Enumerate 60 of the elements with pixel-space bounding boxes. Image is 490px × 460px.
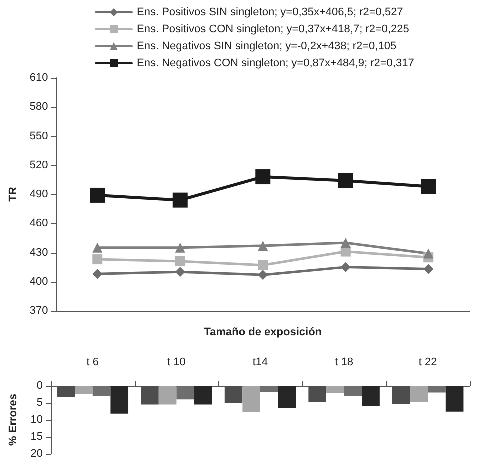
x-tick-label: t 18 [335, 356, 354, 368]
y-tick-label: 550 [30, 130, 48, 142]
point [424, 264, 434, 274]
bar [344, 386, 362, 396]
point [340, 262, 351, 272]
x-tick-label: t 22 [418, 356, 438, 368]
x-tick-label: t 10 [168, 356, 186, 368]
point [175, 242, 186, 253]
bar [110, 386, 129, 414]
point [92, 242, 103, 253]
point [90, 188, 106, 203]
bar [194, 386, 212, 405]
point [92, 254, 103, 265]
point [175, 267, 186, 278]
y-tick-label: 400 [30, 276, 48, 288]
bar [242, 386, 260, 413]
point [424, 248, 434, 259]
bar [326, 386, 344, 394]
bar [410, 386, 428, 402]
y-axis-title: % Errores [8, 394, 20, 446]
x-axis-title: Tamaño de exposición [204, 326, 322, 338]
bar [75, 386, 93, 394]
point [258, 240, 268, 251]
bar [278, 386, 296, 408]
point [258, 270, 268, 280]
x-tick-label: t 6 [86, 356, 100, 368]
y-tick-label: 370 [30, 305, 48, 317]
point [340, 246, 351, 257]
legend-label: Ens. Negativos CON singleton; y=0,87x+484,9; r2=0,317 [137, 58, 414, 70]
y-tick-label: 10 [30, 414, 43, 426]
y-tick-label: 430 [30, 246, 48, 259]
bar [446, 386, 464, 412]
y-tick-label: 490 [30, 188, 48, 200]
y-tick-label: 15 [30, 431, 43, 443]
legend-label: Ens. Positivos CON singleton; y=0,37x+418,7; r2=0,225 [137, 24, 410, 36]
point [338, 173, 354, 188]
y-axis-title: TR [8, 187, 20, 202]
point [92, 269, 103, 280]
y-tick-label: 520 [30, 159, 48, 172]
y-tick-label: 610 [30, 72, 48, 84]
bar [92, 386, 111, 396]
bar [428, 386, 446, 393]
legend-label: Ens. Negativos SIN singleton; y=-0,2x+438; r2=0,105 [137, 40, 397, 52]
point [258, 260, 268, 270]
x-tick-label: t14 [252, 356, 268, 368]
y-tick-label: 0 [36, 380, 43, 392]
point [340, 238, 351, 248]
y-tick-label: 5 [36, 397, 43, 409]
point [421, 179, 436, 194]
bar [362, 386, 380, 406]
point [172, 192, 188, 208]
legend-label: Ens. Positivos SIN singleton; y=0,35x+406,5; r2=0,527 [137, 6, 404, 18]
bar [176, 386, 195, 400]
bar [260, 386, 278, 392]
y-tick-label: 580 [30, 101, 48, 114]
point [256, 170, 271, 185]
y-tick-label: 460 [30, 218, 48, 230]
point [175, 256, 186, 266]
bar [158, 386, 177, 405]
y-tick-label: 20 [30, 448, 43, 460]
